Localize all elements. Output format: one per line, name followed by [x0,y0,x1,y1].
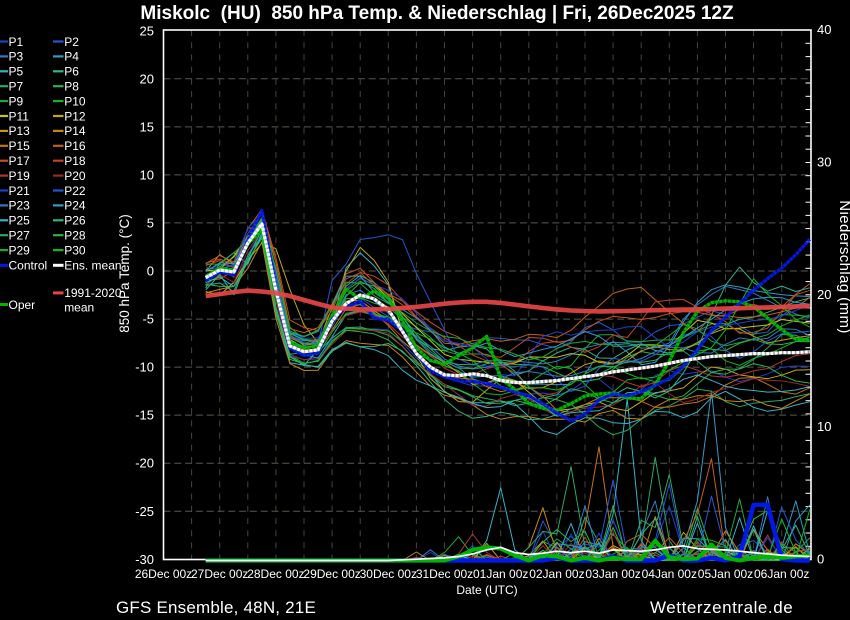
svg-text:30Dec 00z: 30Dec 00z [360,567,417,581]
svg-text:GFS Ensemble, 48N, 21E: GFS Ensemble, 48N, 21E [116,598,316,617]
svg-text:Oper: Oper [9,298,36,312]
svg-text:P1: P1 [9,35,24,49]
svg-text:20: 20 [817,287,831,302]
svg-text:20: 20 [140,71,154,86]
svg-text:P10: P10 [64,94,86,108]
svg-text:0: 0 [147,264,154,279]
svg-text:10: 10 [817,419,831,434]
svg-text:-25: -25 [135,504,154,519]
svg-text:P18: P18 [64,154,86,168]
svg-text:P5: P5 [9,65,24,79]
svg-text:P26: P26 [64,214,86,228]
svg-text:06Jan 00z: 06Jan 00z [754,567,809,581]
svg-text:02Jan 00z: 02Jan 00z [529,567,584,581]
svg-text:P14: P14 [64,124,86,138]
svg-text:04Jan 00z: 04Jan 00z [642,567,697,581]
svg-text:Miskolc (HU) 850 hPa Temp. &: Miskolc (HU) 850 hPa Temp. & Niederschla… [140,3,734,24]
svg-text:P11: P11 [9,109,30,123]
svg-text:P13: P13 [9,124,31,138]
svg-text:1991-2020: 1991-2020 [64,286,122,300]
svg-text:P28: P28 [64,229,86,243]
svg-text:0: 0 [817,552,824,567]
svg-text:P23: P23 [9,199,31,213]
svg-text:27Dec 00z: 27Dec 00z [191,567,248,581]
svg-text:P19: P19 [9,169,31,183]
svg-text:P20: P20 [64,169,86,183]
svg-text:P24: P24 [64,199,86,213]
svg-text:25: 25 [140,23,154,38]
svg-text:P16: P16 [64,139,86,153]
svg-text:Wetterzentrale.de: Wetterzentrale.de [650,598,793,617]
svg-text:Control: Control [9,259,48,273]
svg-text:850 hPa Temp. (°C): 850 hPa Temp. (°C) [117,214,132,332]
svg-text:P9: P9 [9,94,24,108]
svg-text:03Jan 00z: 03Jan 00z [585,567,640,581]
svg-text:P12: P12 [64,109,86,123]
svg-text:01Jan 00z: 01Jan 00z [473,567,528,581]
svg-text:-15: -15 [135,408,154,423]
svg-text:-30: -30 [135,552,154,567]
svg-text:P27: P27 [9,229,31,243]
svg-text:mean: mean [64,300,94,314]
svg-text:Ens. mean: Ens. mean [64,259,121,273]
svg-text:P4: P4 [64,50,79,64]
svg-text:P8: P8 [64,80,79,94]
svg-text:30: 30 [817,154,831,169]
svg-text:P30: P30 [64,243,86,257]
svg-text:40: 40 [817,22,831,37]
svg-text:26Dec 00z: 26Dec 00z [135,567,192,581]
svg-text:Date (UTC): Date (UTC) [456,583,517,597]
svg-text:31Dec 00z: 31Dec 00z [416,567,473,581]
svg-text:P22: P22 [64,184,86,198]
svg-text:P29: P29 [9,243,31,257]
svg-text:29Dec 00z: 29Dec 00z [303,567,360,581]
svg-text:28Dec 00z: 28Dec 00z [247,567,304,581]
svg-text:05Jan 00z: 05Jan 00z [698,567,753,581]
svg-text:-20: -20 [135,456,154,471]
svg-text:Niederschlag (mm): Niederschlag (mm) [836,200,850,334]
svg-text:P15: P15 [9,139,31,153]
svg-text:P25: P25 [9,214,31,228]
svg-text:P2: P2 [64,35,79,49]
svg-text:P3: P3 [9,50,24,64]
svg-text:-10: -10 [135,360,154,375]
svg-text:P6: P6 [64,65,79,79]
svg-text:10: 10 [140,167,154,182]
svg-text:15: 15 [140,119,154,134]
svg-text:P17: P17 [9,154,31,168]
svg-text:P21: P21 [9,184,31,198]
svg-text:-5: -5 [142,312,154,327]
svg-text:5: 5 [147,215,154,230]
svg-text:P7: P7 [9,80,24,94]
